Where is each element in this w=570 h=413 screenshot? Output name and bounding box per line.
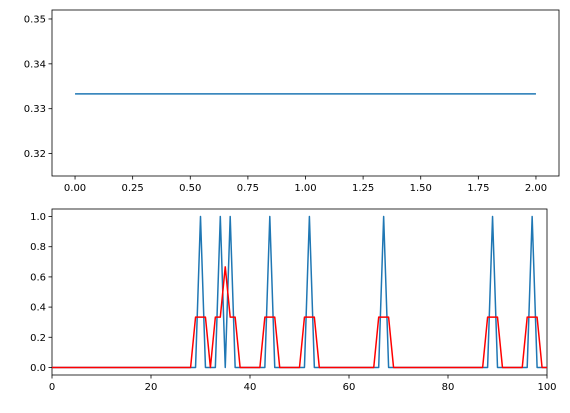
bottom-chart-x-tick-label: 80 <box>442 382 455 393</box>
top-chart-x-tick-label: 1.50 <box>410 183 432 194</box>
bottom-chart-x-tick-label: 0 <box>49 382 55 393</box>
top-chart-y-tick-label: 0.34 <box>24 59 46 70</box>
bottom-chart-y-tick-label: 1.0 <box>30 212 46 223</box>
top-chart-y-tick-label: 0.35 <box>24 14 46 25</box>
top-chart-y-tick-label: 0.33 <box>24 104 46 115</box>
top-chart-x-tick-label: 0.50 <box>179 183 201 194</box>
bottom-chart-x-tick-label: 60 <box>343 382 356 393</box>
bottom-chart-x-tick-label: 100 <box>537 382 556 393</box>
top-chart-y-tick-label: 0.32 <box>24 149 46 160</box>
bottom-chart-y-tick-label: 0.0 <box>30 363 46 374</box>
top-chart-x-tick-label: 0.75 <box>237 183 259 194</box>
top-chart-x-tick-label: 0.25 <box>122 183 144 194</box>
top-chart-x-tick-label: 0.00 <box>64 183 86 194</box>
bottom-chart-x-tick-label: 20 <box>145 382 158 393</box>
top-chart-x-tick-label: 1.75 <box>467 183 489 194</box>
bottom-chart: 0 20 40 60 80 100 0.0 0.2 0.4 0.6 0.8 1.0 <box>30 208 557 393</box>
bottom-chart-smoothed-line <box>52 266 547 369</box>
bottom-chart-spike-line <box>52 215 547 369</box>
bottom-chart-plot-frame <box>51 208 548 376</box>
bottom-chart-y-tick-label: 0.6 <box>30 272 46 283</box>
top-chart-x-tick-label: 2.00 <box>525 183 547 194</box>
top-chart-plot-frame <box>51 9 560 177</box>
bottom-chart-y-tick-label: 0.2 <box>30 333 46 344</box>
top-chart-x-tick-label: 1.25 <box>352 183 374 194</box>
top-chart-x-tick-label: 1.00 <box>294 183 316 194</box>
top-chart: 0.00 0.25 0.50 0.75 1.00 1.25 1.50 1.75 2.00 0.32… <box>24 9 560 194</box>
bottom-chart-y-tick-label: 0.8 <box>30 242 46 253</box>
bottom-chart-lines <box>52 215 547 369</box>
bottom-chart-y-tick-label: 0.4 <box>30 303 46 314</box>
bottom-chart-x-tick-label: 40 <box>244 382 257 393</box>
